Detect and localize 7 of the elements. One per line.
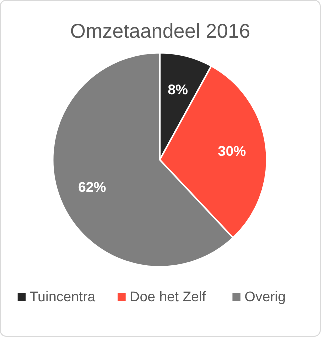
chart-title: Omzetaandeel 2016 <box>70 21 251 43</box>
legend-label: Overig <box>244 288 286 305</box>
legend-label: Tuincentra <box>30 288 96 305</box>
data-label: 8% <box>168 82 189 98</box>
data-label: 62% <box>78 178 107 195</box>
legend-label: Doe het Zelf <box>130 288 206 305</box>
data-label: 30% <box>218 142 247 159</box>
